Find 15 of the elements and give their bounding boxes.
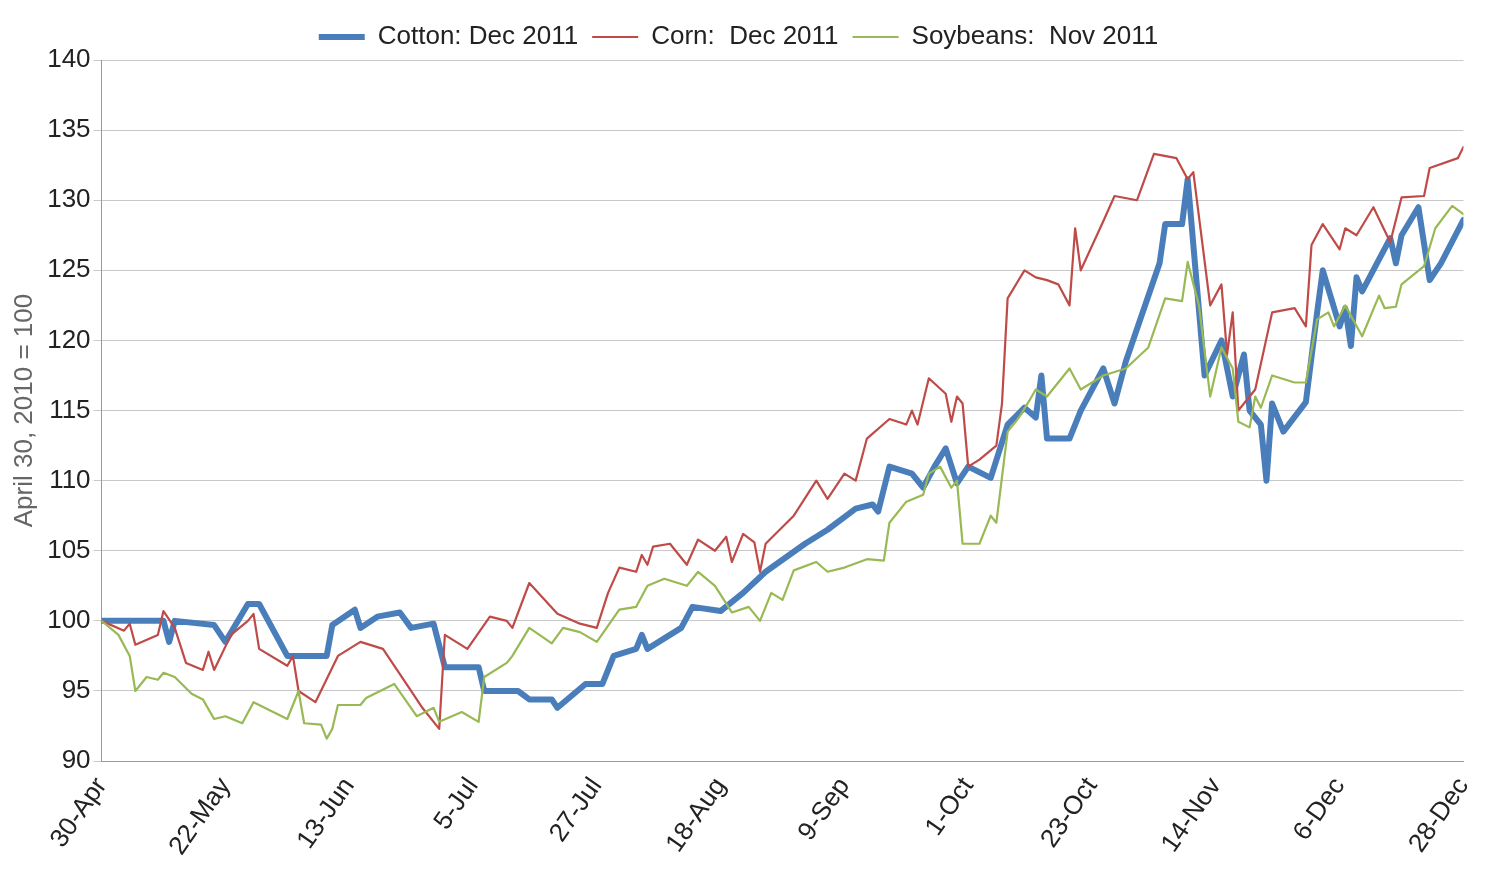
legend-label: Corn: Dec 2011 xyxy=(651,20,839,51)
y-tick-label: 120 xyxy=(47,323,91,354)
y-tick-label: 140 xyxy=(47,43,91,74)
y-tick-label: 115 xyxy=(49,393,91,424)
y-tick-label: 125 xyxy=(47,253,91,284)
y-axis-title: April 30, 2010 = 100 xyxy=(7,293,38,528)
legend-label: Soybeans: Nov 2011 xyxy=(911,20,1159,51)
y-tick-label: 130 xyxy=(47,183,91,214)
y-tick-label: 135 xyxy=(47,113,91,144)
y-tick-label: 100 xyxy=(47,604,91,635)
y-tick-label: 95 xyxy=(61,674,91,705)
y-tick-label: 110 xyxy=(49,463,91,494)
y-tick-label: 90 xyxy=(61,744,91,775)
y-tick-label: 105 xyxy=(47,533,91,564)
legend-label: Cotton: Dec 2011 xyxy=(377,20,579,51)
